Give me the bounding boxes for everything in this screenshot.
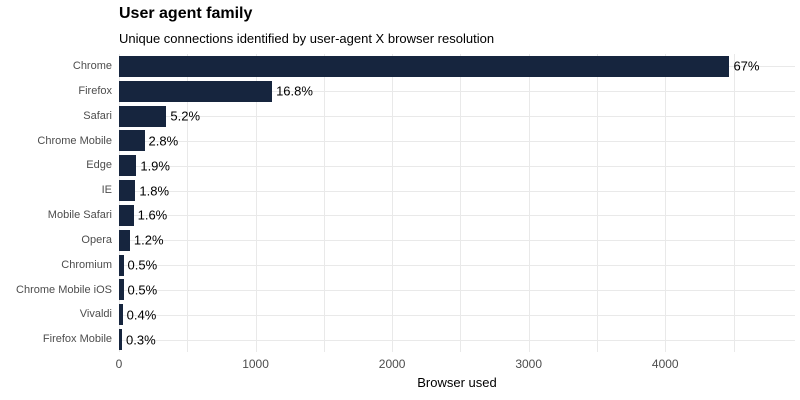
x-tick-label: 2000 (378, 357, 406, 371)
x-tick-label: 0 (115, 357, 123, 371)
category-label: Firefox Mobile (42, 333, 112, 346)
x-tick-label: 4000 (651, 357, 679, 371)
value-label: 0.4% (126, 307, 157, 323)
y-axis-labels: Chrome Firefox Safari Chrome Mobile Edge IE Mo… (0, 54, 112, 352)
category-label: Edge (86, 159, 112, 172)
vertical-gridline (392, 54, 394, 352)
vertical-gridline (255, 54, 257, 352)
x-axis-tick-labels: 0 1000 2000 3000 4000 (115, 357, 795, 371)
bar-safari (119, 105, 167, 127)
plot-area: 67% 16.8% 5.2% 2.8% 1.9% 1.8% 1.6% 1.2% 0.5% 0.5%… (119, 54, 795, 352)
category-label: Vivaldi (79, 308, 112, 321)
horizontal-gridline (119, 116, 795, 118)
vertical-gridline (733, 54, 735, 352)
bar-ie (119, 180, 136, 202)
horizontal-gridline (119, 289, 795, 291)
bar-vivaldi (119, 304, 123, 326)
bar-chromium (119, 254, 124, 276)
horizontal-gridline (119, 314, 795, 316)
bar-chrome (119, 55, 730, 77)
chart-subtitle: Unique connections identified by user-ag… (119, 31, 495, 46)
value-label: 0.5% (127, 282, 158, 298)
horizontal-gridline (119, 240, 795, 242)
vertical-gridline (596, 54, 598, 352)
value-label: 2.8% (148, 133, 179, 149)
bar-chrome-mobile (119, 130, 145, 152)
chart-title: User agent family (119, 5, 253, 22)
category-label: IE (101, 184, 112, 197)
value-label: 16.8% (276, 83, 313, 99)
category-label: Firefox (78, 84, 112, 97)
x-tick-label: 3000 (515, 357, 543, 371)
bar-firefox (119, 80, 273, 102)
vertical-gridline (119, 54, 120, 352)
category-label: Opera (81, 233, 112, 246)
value-label: 1.9% (140, 158, 170, 174)
value-label: 1.8% (139, 183, 170, 199)
vertical-gridline (323, 54, 325, 352)
bar-edge (119, 155, 137, 177)
category-label: Chrome Mobile (37, 134, 112, 147)
horizontal-gridline (119, 339, 795, 341)
horizontal-gridline (119, 215, 795, 217)
vertical-gridline (665, 54, 667, 352)
bar-firefox-mobile (119, 329, 122, 351)
horizontal-gridline (119, 91, 795, 93)
bar-mobile-safari (119, 204, 134, 226)
value-label: 0.5% (127, 257, 158, 273)
bar-opera (119, 229, 130, 251)
category-label: Chrome (72, 60, 112, 72)
value-label: 1.2% (133, 232, 164, 248)
category-label: Safari (83, 109, 112, 122)
horizontal-gridline (119, 265, 795, 267)
value-label: 67% (733, 58, 760, 74)
vertical-gridline (460, 54, 462, 352)
vertical-gridline (187, 54, 189, 352)
horizontal-gridline (119, 140, 795, 142)
value-label: 0.3% (126, 332, 156, 348)
horizontal-gridline (119, 165, 795, 167)
category-label: Chromium (61, 258, 112, 271)
value-label: 5.2% (170, 108, 201, 124)
value-label: 1.6% (137, 207, 168, 223)
x-axis-title: Browser used (417, 375, 497, 390)
horizontal-gridline (119, 190, 795, 192)
vertical-gridline (528, 54, 530, 352)
category-label: Chrome Mobile iOS (16, 283, 112, 296)
category-label: Mobile Safari (47, 209, 112, 221)
x-tick-label: 1000 (242, 357, 269, 371)
bar-chrome-mobile-ios (119, 279, 124, 301)
